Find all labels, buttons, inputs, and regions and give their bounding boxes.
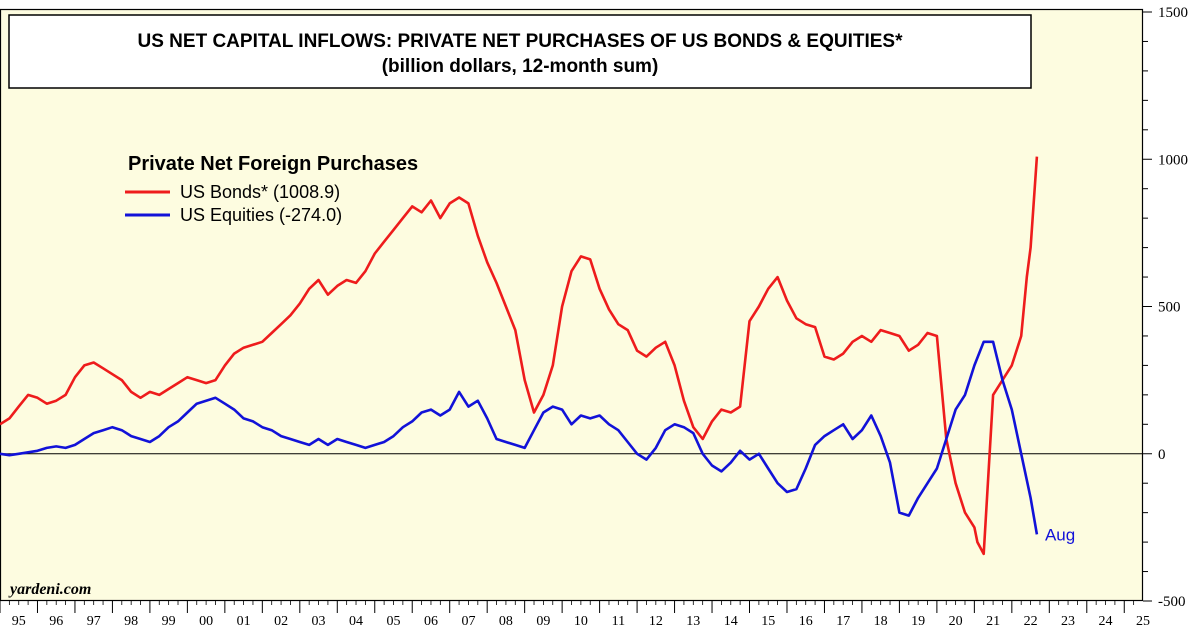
y-tick-label: 500 [1158,300,1181,316]
x-tick-label: 18 [874,614,888,629]
x-tick-label: 13 [686,614,700,629]
x-tick-label: 21 [986,614,1000,629]
x-tick-label: 95 [12,614,26,629]
x-tick-label: 24 [1099,614,1113,629]
x-tick-label: 07 [461,614,475,629]
end-label: Aug [1045,525,1075,544]
series-layer [0,156,1039,556]
chart-title: US NET CAPITAL INFLOWS: PRIVATE NET PURC… [138,31,904,52]
x-tick-label: 19 [911,614,925,629]
x-tick-label: 04 [349,614,363,629]
plot-background [0,9,1143,601]
x-tick-label: 99 [162,614,176,629]
x-tick-label: 97 [87,614,101,629]
y-axis: 1500 1000 500 0 -500 [0,5,1188,610]
x-tick-label: 03 [312,614,326,629]
title-box [8,14,1032,89]
x-tick-label: 14 [724,614,738,629]
x-tick-label: 23 [1061,614,1075,629]
y-tick-label: -500 [1158,594,1186,610]
x-tick-label: 16 [799,614,813,629]
x-tick-label: 02 [274,614,288,629]
source-label: yardeni.com [8,581,91,598]
series-line-equities [0,340,1039,535]
plot-frame [0,8,1144,602]
y-tick-label: 1500 [1158,5,1188,21]
x-tick-label: 96 [49,614,63,629]
x-tick-label: 08 [499,614,513,629]
x-tick-label: 22 [1024,614,1038,629]
legend-title: Private Net Foreign Purchases [128,153,418,175]
x-tick-label: 10 [574,614,588,629]
x-tick-label: 12 [649,614,663,629]
legend-label-equities: US Equities (-274.0) [180,205,342,225]
x-tick-label: 01 [237,614,251,629]
x-tick-label: 00 [199,614,213,629]
x-tick-label: 98 [124,614,138,629]
chart-subtitle: (billion dollars, 12-month sum) [382,56,659,77]
x-tick-label: 06 [424,614,438,629]
legend-label-bonds: US Bonds* (1008.9) [180,182,340,202]
y-tick-label: 0 [1158,447,1166,463]
x-tick-label: 11 [612,614,625,629]
x-axis: 95 96 97 98 99 00 01 02 03 04 05 06 07 08 09 10 11 12 13 14… [0,601,1150,629]
x-tick-label: 20 [949,614,963,629]
x-tick-label: 17 [836,614,850,629]
x-tick-label: 25 [1136,614,1150,629]
x-tick-label: 09 [536,614,550,629]
series-line-bonds [0,156,1039,556]
x-tick-label: 15 [761,614,775,629]
y-tick-label: 1000 [1158,152,1188,168]
x-tick-label: 05 [386,614,400,629]
